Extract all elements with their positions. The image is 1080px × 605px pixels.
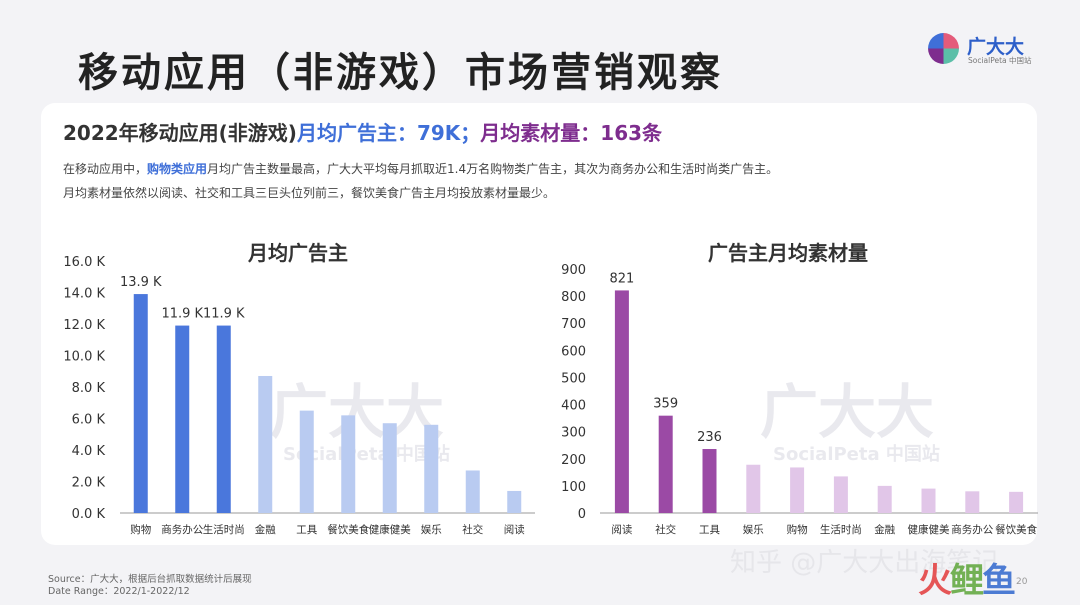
zhihu-watermark: 知乎 @广大大出海笔记	[730, 548, 999, 578]
x-tick-label: 餐饮美食	[327, 523, 369, 536]
x-tick-label: 娱乐	[743, 523, 764, 536]
logo-subtitle: SocialPeta 中国站	[968, 56, 1032, 65]
heading-prefix: 2022年移动应用(非游戏)	[63, 121, 297, 145]
bar	[341, 415, 356, 513]
watermark-right-sub: SocialPeta 中国站	[773, 444, 940, 465]
x-tick-label: 餐饮美食	[995, 523, 1037, 536]
bar	[877, 485, 892, 513]
y-tick-label: 4.0 K	[72, 444, 106, 459]
description: 在移动应用中，购物类应用月均广告主数量最高，广大大平均每月抓取近1.4万名购物类…	[63, 157, 778, 205]
y-tick-label: 2.0 K	[72, 476, 106, 491]
x-tick-label: 健康健美	[369, 523, 411, 536]
footer: Source：广大大，根据后台抓取数据统计后展现 Date Range：2022…	[48, 574, 252, 598]
x-tick-label: 健康健美	[908, 523, 950, 536]
data-label: 821	[609, 271, 634, 286]
bar	[258, 375, 273, 513]
x-tick-label: 金融	[874, 523, 895, 536]
page-number: 20	[1016, 577, 1028, 587]
data-label: 236	[697, 430, 722, 445]
heading-advertisers: 月均广告主：79K；	[296, 121, 481, 145]
y-tick-label: 100	[561, 480, 586, 495]
y-tick-label: 0	[578, 507, 586, 522]
x-tick-label: 购物	[130, 523, 151, 536]
y-tick-label: 500	[561, 371, 586, 386]
description-line-1: 在移动应用中，购物类应用月均广告主数量最高，广大大平均每月抓取近1.4万名购物类…	[63, 162, 779, 176]
x-tick-label: 购物	[787, 523, 808, 536]
x-tick-label: 社交	[655, 523, 676, 536]
bar	[299, 410, 314, 513]
data-label: 359	[653, 397, 678, 412]
x-tick-label: 生活时尚	[820, 523, 862, 536]
bar	[424, 424, 439, 513]
y-tick-label: 700	[561, 317, 586, 332]
x-tick-label: 金融	[255, 523, 276, 536]
x-tick-label: 工具	[699, 524, 720, 536]
logo-name: 广大大	[967, 36, 1025, 58]
x-tick-label: 商务办公	[161, 523, 203, 536]
x-tick-label: 生活时尚	[203, 523, 245, 536]
y-tick-label: 200	[561, 453, 586, 468]
x-tick-label: 娱乐	[421, 523, 442, 536]
watermark-left-sub: SocialPeta 中国站	[283, 444, 450, 465]
bar	[614, 290, 629, 513]
chart-title-advertisers: 月均广告主	[248, 241, 348, 265]
bar	[702, 449, 717, 513]
footer-date-range: Date Range：2022/1-2022/12	[48, 586, 190, 597]
bar	[790, 467, 805, 513]
x-tick-label: 社交	[462, 523, 483, 536]
y-tick-label: 600	[561, 344, 586, 359]
bar	[216, 325, 231, 513]
y-tick-label: 14.0 K	[63, 287, 105, 302]
data-label: 11.9 K	[203, 307, 245, 322]
highlight-shopping: 购物类应用	[147, 162, 208, 176]
y-tick-label: 0.0 K	[72, 507, 106, 522]
y-tick-label: 900	[561, 263, 586, 278]
data-label: 13.9 K	[120, 275, 162, 290]
y-tick-label: 800	[561, 290, 586, 305]
bar	[133, 294, 148, 513]
y-tick-label: 10.0 K	[63, 350, 105, 365]
card-heading: 2022年移动应用(非游戏)月均广告主：79K；月均素材量：163条	[63, 117, 662, 146]
bar	[746, 464, 761, 513]
footer-source: Source：广大大，根据后台抓取数据统计后展现	[48, 574, 252, 585]
bar	[465, 470, 480, 513]
bar	[658, 415, 673, 513]
heading-creatives: 月均素材量：163条	[480, 121, 663, 145]
watermark-right: 广大大	[760, 378, 935, 446]
x-tick-label: 阅读	[611, 523, 632, 536]
watermark-left: 广大大	[270, 378, 445, 446]
bar	[382, 423, 397, 513]
y-tick-label: 400	[561, 399, 586, 414]
data-label: 11.9 K	[161, 307, 203, 322]
logo-mark-icon	[928, 33, 959, 64]
x-tick-label: 阅读	[504, 523, 525, 536]
advertisers-bar-chart: 0.0 K 2.0 K 4.0 K 6.0 K 8.0 K 10.0 K 12.0 K 14.…	[63, 255, 535, 536]
brand-logo: 广大大 SocialPeta 中国站	[927, 32, 1047, 68]
page-title: 移动应用（非游戏）市场营销观察	[78, 50, 723, 96]
chart-title-creatives: 广告主月均素材量	[708, 241, 868, 265]
y-tick-label: 8.0 K	[72, 381, 106, 396]
creatives-bar-chart: 0 100 200 300 400 500 600 700 800 900 阅读 821 社交 359 工具…	[561, 263, 1038, 536]
bar	[921, 488, 936, 513]
y-tick-label: 300	[561, 426, 586, 441]
bar	[965, 491, 980, 513]
y-tick-label: 16.0 K	[63, 255, 105, 270]
bar	[833, 476, 848, 513]
content-card: 2022年移动应用(非游戏)月均广告主：79K；月均素材量：163条 在移动应用…	[41, 103, 1037, 545]
y-tick-label: 6.0 K	[72, 413, 106, 428]
bar	[175, 325, 190, 513]
bar	[507, 490, 522, 513]
description-line-2: 月均素材量依然以阅读、社交和工具三巨头位列前三，餐饮美食广告主月均投放素材量最少…	[63, 186, 556, 200]
bar	[1009, 491, 1024, 513]
corner-logo: 火鲤鱼	[918, 561, 1016, 601]
x-tick-label: 商务办公	[951, 523, 993, 536]
x-tick-label: 工具	[296, 524, 317, 536]
y-tick-label: 12.0 K	[63, 318, 105, 333]
